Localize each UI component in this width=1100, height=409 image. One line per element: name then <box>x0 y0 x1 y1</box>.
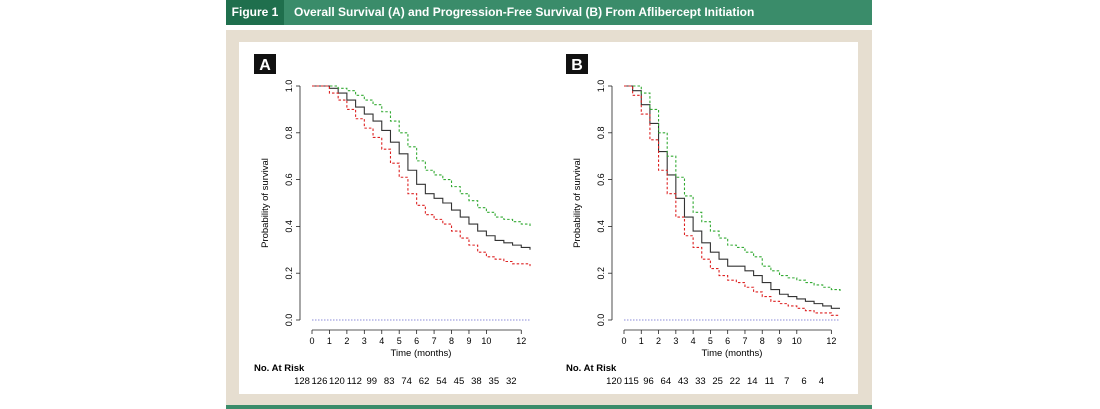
panel-b-at-risk-value: 22 <box>730 376 741 387</box>
panel-b-lower-ci-curve <box>624 85 840 316</box>
panel-b-at-risk-value: 96 <box>643 376 654 387</box>
panel-b-x-tick-label: 5 <box>708 336 713 346</box>
panel-b-at-risk-value: 11 <box>765 376 775 387</box>
figure-label: Figure 1 <box>226 0 284 25</box>
panel-b-x-axis-label: Time (months) <box>702 348 763 359</box>
panel-b-at-risk-value: 115 <box>624 376 639 387</box>
panel-a-y-tick-label: 0.0 <box>284 314 294 327</box>
panel-b-x-tick-label: 0 <box>621 336 626 346</box>
panel-b-at-risk-value: 25 <box>712 376 723 387</box>
panel-a-x-tick-label: 3 <box>362 336 367 346</box>
panel-a-at-risk-value: 128 <box>294 376 310 387</box>
panel-b-y-tick-label: 0.2 <box>596 267 606 280</box>
panel-a-at-risk-value: 99 <box>366 376 377 387</box>
panel-a-at-risk-value: 32 <box>506 376 517 387</box>
panel-b-y-tick-label: 0.6 <box>596 173 606 186</box>
panel-a-y-tick-label: 0.8 <box>284 127 294 140</box>
panel-a-x-tick-label: 9 <box>466 336 471 346</box>
panel-a-x-tick-label: 7 <box>432 336 437 346</box>
panel-a-survival-curve <box>312 85 531 250</box>
panel-b-at-risk-value: 33 <box>695 376 706 387</box>
panel-b-at-risk-value: 6 <box>801 376 806 387</box>
panel-a-upper-ci-curve <box>312 85 531 227</box>
panel-a-y-tick-label: 0.2 <box>284 267 294 280</box>
panel-b-x-tick-label: 1 <box>639 336 644 346</box>
panel-b-at-risk-value: 7 <box>784 376 789 387</box>
panel-a-x-tick-label: 5 <box>397 336 402 346</box>
panel-b-y-tick-label: 0.8 <box>596 127 606 140</box>
panel-a-at-risk-value: 74 <box>401 376 412 387</box>
panel-a-x-tick-label: 10 <box>481 336 491 346</box>
panel-a-x-tick-label: 12 <box>516 336 526 346</box>
panel-b-y-tick-label: 0.4 <box>596 220 606 233</box>
panel-a-at-risk-value: 112 <box>347 376 362 387</box>
figure-title: Overall Survival (A) and Progression-Fre… <box>294 5 755 19</box>
panel-b-at-risk-value: 4 <box>819 376 824 387</box>
panel-a-x-tick-label: 2 <box>344 336 349 346</box>
panel-b-y-tick-label: 0.0 <box>596 314 606 327</box>
panel-b-at-risk-value: 120 <box>606 376 622 387</box>
panel-b-y-tick-label: 1.0 <box>596 80 606 93</box>
panel-b-x-tick-label: 6 <box>725 336 730 346</box>
panel-a-y-tick-label: 0.6 <box>284 173 294 186</box>
figure-bottom-rule <box>226 405 872 409</box>
panel-b-survival-curve <box>624 85 840 309</box>
panel-b-at-risk-value: 64 <box>661 376 672 387</box>
panel-a-x-tick-label: 4 <box>379 336 384 346</box>
panel-b-at-risk-value: 14 <box>747 376 758 387</box>
panel-a-label: A <box>259 57 271 74</box>
panel-a-at-risk-value: 126 <box>312 376 328 387</box>
panel-b-label-badge <box>566 54 588 74</box>
panel-a-at-risk-value: 83 <box>384 376 395 387</box>
panel-a-x-tick-label: 0 <box>309 336 314 346</box>
panel-b-at-risk-label: No. At Risk <box>566 363 617 374</box>
panel-b-x-tick-label: 8 <box>760 336 765 346</box>
panel-b-x-tick-label: 2 <box>656 336 661 346</box>
panel-b-x-tick-label: 10 <box>792 336 802 346</box>
panel-a-y-tick-label: 0.4 <box>284 220 294 233</box>
panel-a-y-axis-label: Probability of survival <box>260 158 271 248</box>
panel-a-lower-ci-curve <box>312 85 531 267</box>
panel-b-x-tick-label: 3 <box>673 336 678 346</box>
panel-a-x-tick-label: 6 <box>414 336 419 346</box>
panel-a-at-risk-value: 120 <box>329 376 345 387</box>
panel-a-at-risk-value: 38 <box>471 376 482 387</box>
panel-b-x-tick-label: 4 <box>691 336 696 346</box>
panel-b-x-tick-label: 7 <box>742 336 747 346</box>
panel-a-at-risk-value: 35 <box>489 376 500 387</box>
panel-a-at-risk-value: 45 <box>454 376 465 387</box>
panel-a-at-risk-label: No. At Risk <box>254 363 305 374</box>
panel-b-at-risk-value: 43 <box>678 376 689 387</box>
panel-a-x-tick-label: 1 <box>327 336 332 346</box>
panel-a-at-risk-value: 62 <box>419 376 430 387</box>
figure-header: Figure 1 Overall Survival (A) and Progre… <box>226 0 872 25</box>
panel-a-x-axis-label: Time (months) <box>391 348 452 359</box>
panel-b-x-tick-label: 12 <box>826 336 836 346</box>
panel-a-y-tick-label: 1.0 <box>284 80 294 93</box>
panel-b-y-axis-label: Probability of survival <box>572 158 583 248</box>
panel-a-label-badge <box>254 54 276 74</box>
panel-a-x-tick-label: 8 <box>449 336 454 346</box>
figure-panel <box>239 42 858 394</box>
panel-b-x-tick-label: 9 <box>777 336 782 346</box>
panel-a-at-risk-value: 54 <box>436 376 447 387</box>
panel-b-label: B <box>571 57 583 74</box>
panel-b-upper-ci-curve <box>624 85 841 292</box>
